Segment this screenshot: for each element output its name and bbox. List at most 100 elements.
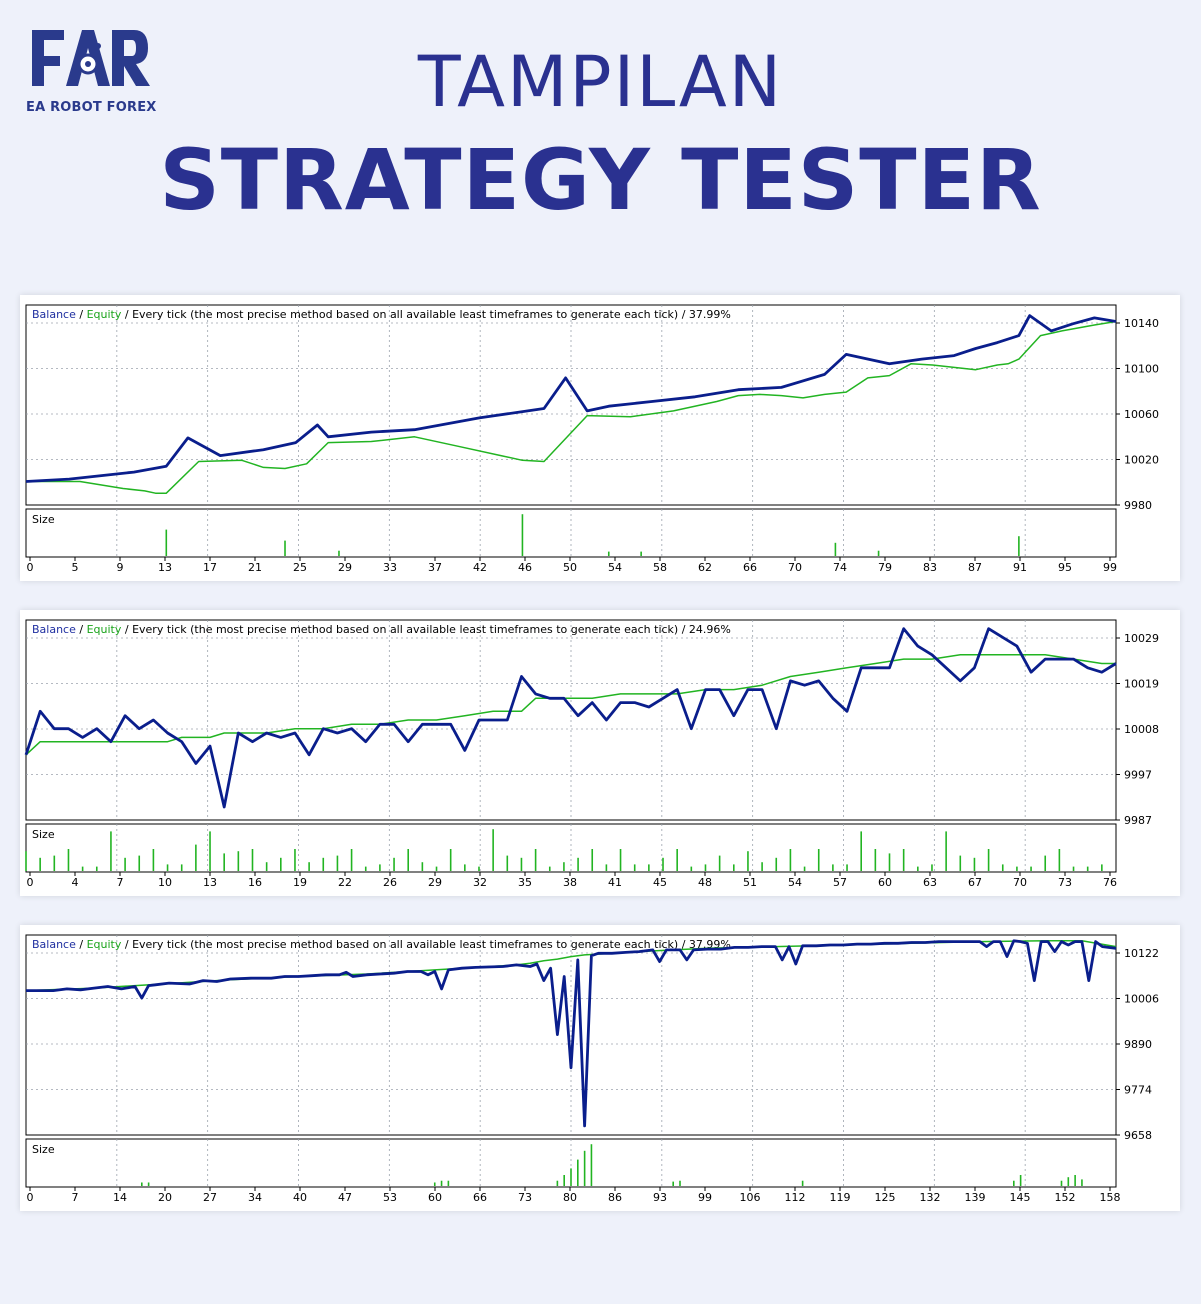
x-tick-label: 91 <box>1013 561 1027 574</box>
chart-title: Balance / Equity / Every tick (the most … <box>32 938 731 951</box>
title-description: / Every tick (the most precise method ba… <box>121 623 689 636</box>
title-separator: / <box>76 308 87 321</box>
x-tick-label: 62 <box>698 561 712 574</box>
x-tick-label: 51 <box>743 876 757 889</box>
x-tick-label: 29 <box>338 561 352 574</box>
x-tick-label: 40 <box>293 1191 307 1204</box>
x-tick-label: 58 <box>653 561 667 574</box>
x-tick-label: 38 <box>563 876 577 889</box>
x-tick-label: 53 <box>383 1191 397 1204</box>
x-tick-label: 21 <box>248 561 262 574</box>
title-description: / Every tick (the most precise method ba… <box>121 308 689 321</box>
x-tick-label: 9 <box>117 561 124 574</box>
x-tick-label: 93 <box>653 1191 667 1204</box>
legend-equity: Equity <box>87 623 122 636</box>
x-tick-label: 73 <box>1058 876 1072 889</box>
x-tick-label: 41 <box>608 876 622 889</box>
x-tick-label: 20 <box>158 1191 172 1204</box>
y-tick-label: 10008 <box>1124 723 1159 736</box>
x-tick-label: 95 <box>1058 561 1072 574</box>
chart-2-svg: 10029 10019 10008 9997 9987 0 4 7 10 13 16 19 22 26 29… <box>24 619 1159 889</box>
x-tick-label: 112 <box>785 1191 806 1204</box>
equity-line <box>26 320 1117 494</box>
title-description: / Every tick (the most precise method ba… <box>121 938 689 951</box>
x-tick-label: 60 <box>878 876 892 889</box>
x-tick-label: 19 <box>293 876 307 889</box>
title-percent: 24.96% <box>689 623 731 636</box>
y-tick-label: 10100 <box>1124 363 1159 376</box>
x-tick-label: 76 <box>1103 876 1117 889</box>
chart-1-svg: 10140 10100 10060 10020 9980 0 5 9 13 17 21 25 29 33 3… <box>25 304 1159 574</box>
x-tick-label: 66 <box>743 561 757 574</box>
title-percent: 37.99% <box>689 308 731 321</box>
x-tick-label: 32 <box>473 876 487 889</box>
x-tick-label: 125 <box>875 1191 896 1204</box>
logo-mark <box>32 30 150 86</box>
x-tick-label: 119 <box>830 1191 851 1204</box>
chart-title: Balance / Equity / Every tick (the most … <box>32 623 731 636</box>
legend-balance: Balance <box>32 938 76 951</box>
x-tick-label: 16 <box>248 876 262 889</box>
x-tick-label: 29 <box>428 876 442 889</box>
x-tick-label: 0 <box>27 876 34 889</box>
x-tick-label: 48 <box>698 876 712 889</box>
x-tick-label: 63 <box>923 876 937 889</box>
x-tick-label: 66 <box>473 1191 487 1204</box>
x-tick-label: 106 <box>740 1191 761 1204</box>
chart-title: Balance / Equity / Every tick (the most … <box>32 308 731 321</box>
logo-text: EA ROBOT FOREX <box>26 100 157 115</box>
y-tick-label: 9987 <box>1124 814 1152 827</box>
x-tick-label: 73 <box>518 1191 532 1204</box>
page-title-line1: TAMPILAN <box>417 41 784 123</box>
y-tick-label: 10020 <box>1124 454 1159 467</box>
x-tick-label: 83 <box>923 561 937 574</box>
x-tick-label: 80 <box>563 1191 577 1204</box>
x-tick-label: 70 <box>1013 876 1027 889</box>
x-tick-label: 47 <box>338 1191 352 1204</box>
x-tick-label: 152 <box>1055 1191 1076 1204</box>
y-tick-label: 10140 <box>1124 317 1159 330</box>
x-tick-label: 145 <box>1010 1191 1031 1204</box>
x-tick-label: 139 <box>965 1191 986 1204</box>
x-tick-label: 54 <box>788 876 802 889</box>
y-tick-label: 10019 <box>1124 678 1159 691</box>
x-tick-label: 132 <box>920 1191 941 1204</box>
x-tick-label: 67 <box>968 876 982 889</box>
strategy-tester-chart-1: 10140 10100 10060 10020 9980 0 5 9 13 17 21 25 29 33 3… <box>20 295 1180 581</box>
logo: EA ROBOT FOREX <box>26 26 157 118</box>
x-tick-label: 27 <box>203 1191 217 1204</box>
x-tick-label: 34 <box>248 1191 262 1204</box>
y-tick-label: 9980 <box>1124 499 1152 512</box>
x-tick-label: 7 <box>117 876 124 889</box>
y-tick-label: 9774 <box>1124 1084 1152 1097</box>
x-tick-label: 86 <box>608 1191 622 1204</box>
x-tick-label: 22 <box>338 876 352 889</box>
title-separator: / <box>76 623 87 636</box>
x-tick-label: 4 <box>72 876 79 889</box>
x-tick-label: 25 <box>293 561 307 574</box>
x-tick-label: 46 <box>518 561 532 574</box>
balance-line <box>24 627 1117 809</box>
x-tick-label: 14 <box>113 1191 127 1204</box>
legend-balance: Balance <box>32 623 76 636</box>
x-tick-label: 99 <box>698 1191 712 1204</box>
x-tick-label: 60 <box>428 1191 442 1204</box>
x-tick-label: 42 <box>473 561 487 574</box>
x-tick-label: 37 <box>428 561 442 574</box>
x-tick-label: 7 <box>72 1191 79 1204</box>
x-tick-label: 10 <box>158 876 172 889</box>
title-separator: / <box>76 938 87 951</box>
y-tick-label: 10029 <box>1124 632 1159 645</box>
page-title-line2: STRATEGY TESTER <box>159 131 1042 229</box>
x-tick-label: 158 <box>1100 1191 1121 1204</box>
size-label: Size <box>32 1143 55 1156</box>
y-tick-label: 10122 <box>1124 947 1159 960</box>
x-tick-label: 33 <box>383 561 397 574</box>
size-label: Size <box>32 828 55 841</box>
balance-line <box>25 314 1117 483</box>
legend-equity: Equity <box>87 938 122 951</box>
x-tick-label: 0 <box>27 1191 34 1204</box>
x-tick-label: 5 <box>72 561 79 574</box>
x-tick-label: 99 <box>1103 561 1117 574</box>
x-tick-label: 17 <box>203 561 217 574</box>
